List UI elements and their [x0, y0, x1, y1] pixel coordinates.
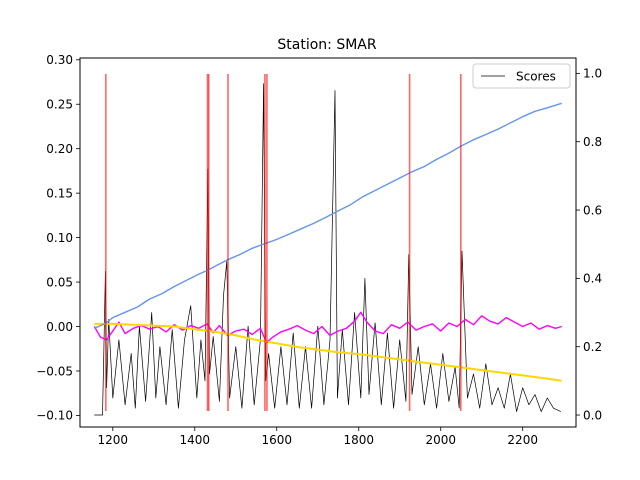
y-tick-label: −0.05	[36, 364, 73, 378]
y-right-tick-label: 0.8	[583, 135, 602, 149]
x-axis: 1200 1400 1600 1800 2000 2200	[98, 427, 538, 447]
plot-frame	[79, 57, 577, 428]
chart-title: Station: SMAR	[277, 37, 376, 53]
y-tick-label: −0.10	[36, 409, 73, 423]
series-line-unnamed-1	[94, 322, 562, 382]
y-tick-label: 0.30	[46, 53, 73, 67]
series-line-scores	[94, 83, 561, 416]
series-line-unnamed-0	[94, 102, 562, 329]
y-tick-label: 0.00	[46, 320, 73, 334]
x-tick-label: 2000	[425, 433, 456, 447]
legend-box	[472, 63, 571, 89]
y-right-tick-label: 0.2	[583, 340, 602, 354]
x-tick-label: 2200	[507, 433, 538, 447]
y-tick-label: 0.15	[46, 186, 73, 200]
plot-marks	[93, 74, 562, 416]
y-right-tick-label: 0.4	[583, 272, 602, 286]
x-tick-label: 1200	[98, 433, 129, 447]
y-right-tick-label: 0.6	[583, 203, 602, 217]
legend-label-scores: Scores	[516, 70, 556, 84]
y-tick-label: 0.10	[46, 231, 73, 245]
y-right-tick-label: 1.0	[583, 67, 602, 81]
y-tick-label: 0.25	[46, 98, 73, 112]
y-tick-label: 0.20	[46, 142, 73, 156]
y-axis-left: −0.10 −0.05 0.00 0.05 0.10 0.15 0.20 0.25 0.30	[36, 53, 80, 423]
series-line-unnamed-2	[93, 311, 562, 344]
x-tick-label: 1400	[180, 433, 211, 447]
x-tick-label: 1800	[343, 433, 374, 447]
y-tick-label: 0.05	[46, 275, 73, 289]
y-axis-right: 0.0 0.2 0.4 0.6 0.8 1.0	[576, 67, 602, 422]
legend: Scores	[472, 63, 571, 89]
y-right-tick-label: 0.0	[583, 408, 602, 422]
x-tick-label: 1600	[261, 433, 292, 447]
